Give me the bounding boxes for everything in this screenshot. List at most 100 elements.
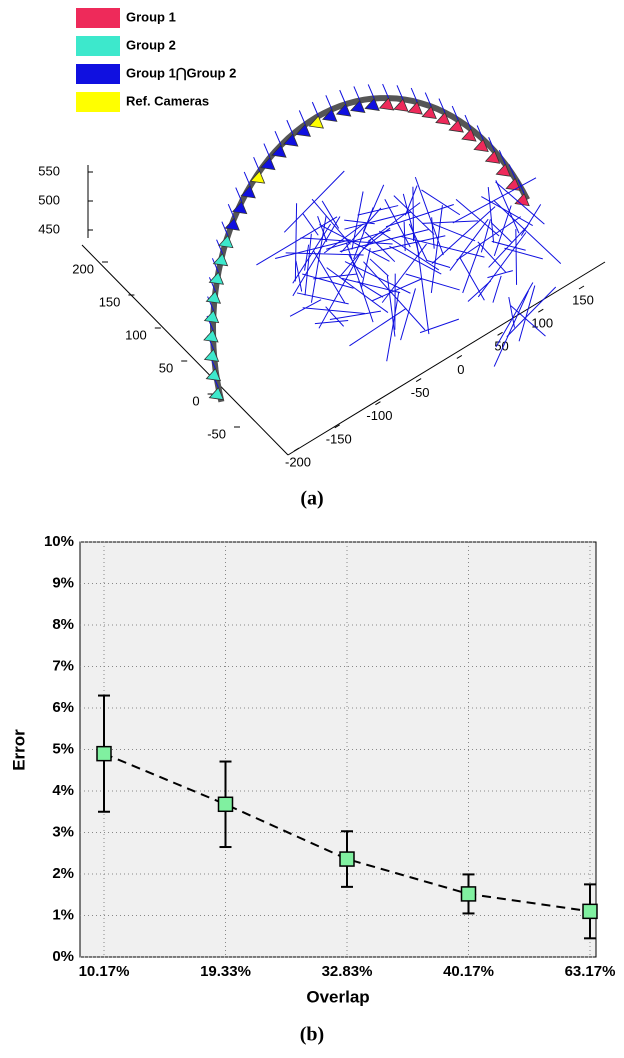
line-feature: [341, 277, 401, 294]
scene-3d: Group 1 Group 2 Group 1⋂Group 2 Ref. Camera…: [38, 8, 606, 510]
camera-axis: [243, 171, 251, 187]
tick-mark: [293, 447, 300, 452]
line-feature: [344, 211, 411, 230]
camera-axis: [488, 137, 496, 152]
line-feature: [340, 207, 382, 253]
camera-axis: [410, 87, 418, 103]
camera: [308, 115, 324, 129]
line-feature: [477, 241, 507, 273]
camera: [322, 108, 338, 122]
legend-label: Group 2: [126, 37, 176, 52]
line-feature: [404, 185, 418, 216]
camera-axis: [367, 84, 375, 99]
legend-swatch: [76, 8, 120, 28]
line-feature: [488, 225, 529, 268]
x-tick-label: 19.33%: [200, 963, 251, 980]
line-feature: [312, 250, 346, 303]
camera: [378, 97, 395, 111]
camera: [240, 185, 256, 199]
line-feature: [493, 200, 562, 264]
y-tick-label: 3%: [52, 823, 74, 840]
line-feature: [326, 267, 389, 313]
caption: (b): [300, 1024, 324, 1046]
camera-axis: [382, 83, 390, 99]
camera: [218, 234, 234, 249]
camera-axis: [498, 150, 506, 165]
line-feature: [294, 203, 298, 282]
camera: [473, 138, 489, 152]
tick-mark: [375, 401, 381, 406]
camera: [495, 163, 511, 177]
camera: [393, 98, 409, 112]
marker: [217, 796, 234, 813]
line-feature: [422, 220, 479, 224]
line-feature: [349, 307, 407, 347]
legend-label: Ref. Cameras: [126, 93, 209, 108]
line-feature: [393, 195, 435, 235]
x-tick-label: -150: [326, 431, 352, 446]
legend-swatch: [76, 64, 120, 84]
y-tick-label: 9%: [52, 574, 74, 591]
line-feature: [520, 204, 542, 236]
camera: [208, 386, 225, 401]
camera-axis: [235, 187, 243, 202]
line-feature: [357, 281, 384, 298]
camera: [203, 348, 220, 362]
x-tick-label: 10.17%: [79, 963, 130, 980]
camera-axis: [221, 221, 229, 236]
line-feature: [314, 320, 349, 325]
y-tick-label: 0%: [52, 948, 74, 965]
camera: [283, 133, 299, 147]
camera-axis: [227, 204, 235, 219]
line-feature: [325, 306, 345, 327]
line-feature: [462, 243, 481, 294]
line-feature: [339, 228, 429, 253]
line-feature: [449, 218, 489, 271]
camera-axis: [325, 95, 333, 110]
camera: [224, 217, 240, 231]
x-tick-label: -50: [411, 385, 430, 400]
tick-mark: [415, 378, 422, 383]
camera: [260, 156, 276, 171]
x-axis-label: Overlap: [306, 987, 369, 1006]
line-feature: [357, 205, 399, 216]
line-feature: [296, 292, 349, 305]
legend-label: Group 1: [126, 9, 176, 24]
line-feature: [311, 198, 351, 245]
line-feature: [353, 207, 374, 260]
camera: [231, 200, 248, 215]
x-tick-label: -200: [285, 454, 311, 469]
line-feature: [518, 285, 536, 342]
y-tick-label: -50: [207, 426, 226, 441]
camera-axis: [438, 98, 446, 113]
camera-axis: [508, 164, 516, 179]
camera-axis: [263, 143, 271, 158]
line-feature: [400, 288, 416, 341]
line-feature: [389, 245, 442, 275]
camera: [203, 309, 220, 324]
camera-axis: [311, 101, 319, 117]
line-feature: [506, 286, 557, 338]
camera: [205, 290, 222, 304]
plot-area: [79, 541, 597, 958]
camera: [435, 111, 451, 126]
camera: [448, 119, 464, 133]
line-feature: [372, 278, 422, 302]
y-tick-label: 5%: [52, 740, 74, 757]
line-feature: [379, 230, 440, 271]
line-feature: [487, 270, 513, 279]
z-tick-label: 550: [38, 163, 60, 178]
y-tick-label: 50: [159, 360, 173, 375]
camera: [364, 97, 380, 111]
camera-axis: [339, 89, 347, 105]
camera: [484, 150, 501, 164]
line-feature: [421, 189, 461, 216]
camera-axis: [396, 85, 404, 100]
line-feature: [493, 290, 529, 367]
line-feature: [275, 239, 351, 259]
line-feature: [456, 216, 521, 261]
camera-axis: [517, 179, 525, 194]
line-feature: [381, 243, 427, 303]
line-feature: [414, 176, 444, 256]
line-feature: [384, 199, 411, 248]
